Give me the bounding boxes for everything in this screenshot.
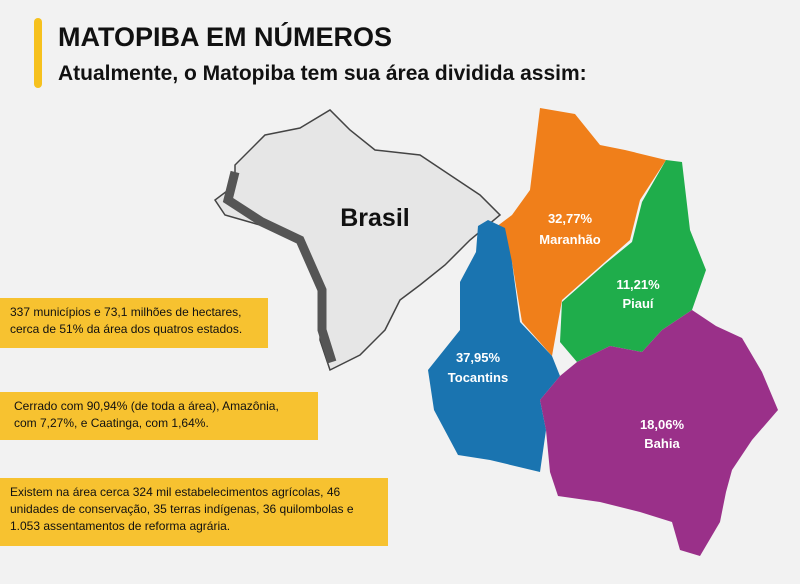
note-line: 1.053 assentamentos de reforma agrária. bbox=[10, 519, 231, 533]
region-maranhao bbox=[492, 108, 666, 356]
region-share: 32,77% bbox=[548, 211, 593, 226]
country-label: Brasil bbox=[340, 204, 409, 232]
note-line: Cerrado com 90,94% (de toda a área), Ama… bbox=[14, 399, 279, 413]
note-box: Existem na área cerca 324 mil estabeleci… bbox=[0, 478, 388, 546]
note-box: Cerrado com 90,94% (de toda a área), Ama… bbox=[0, 392, 318, 440]
note-line: unidades de conservação, 35 terras indíg… bbox=[10, 502, 354, 516]
subtitle: Atualmente, o Matopiba tem sua área divi… bbox=[58, 62, 587, 85]
region-tocantins bbox=[428, 220, 560, 472]
region-name: Piauí bbox=[622, 296, 653, 311]
region-share: 18,06% bbox=[640, 417, 685, 432]
title: MATOPIBA EM NÚMEROS bbox=[58, 22, 393, 52]
region-name: Bahia bbox=[644, 436, 680, 451]
note-line: 337 municípios e 73,1 milhões de hectare… bbox=[10, 305, 242, 319]
note-box: 337 municípios e 73,1 milhões de hectare… bbox=[0, 298, 268, 348]
note-line: Existem na área cerca 324 mil estabeleci… bbox=[10, 485, 341, 499]
brazil-west-border bbox=[222, 170, 337, 364]
region-share: 37,95% bbox=[456, 350, 501, 365]
note-line: com 7,27%, e Caatinga, com 1,64%. bbox=[14, 416, 209, 430]
region-bahia bbox=[540, 310, 778, 556]
region-name: Tocantins bbox=[448, 370, 508, 385]
region-piaui bbox=[560, 160, 706, 362]
region-share: 11,21% bbox=[616, 277, 660, 292]
accent-bar bbox=[34, 18, 42, 88]
note-line: cerca de 51% da área dos quatros estados… bbox=[10, 322, 243, 336]
brazil-shape bbox=[213, 109, 502, 372]
region-name: Maranhão bbox=[539, 232, 600, 247]
